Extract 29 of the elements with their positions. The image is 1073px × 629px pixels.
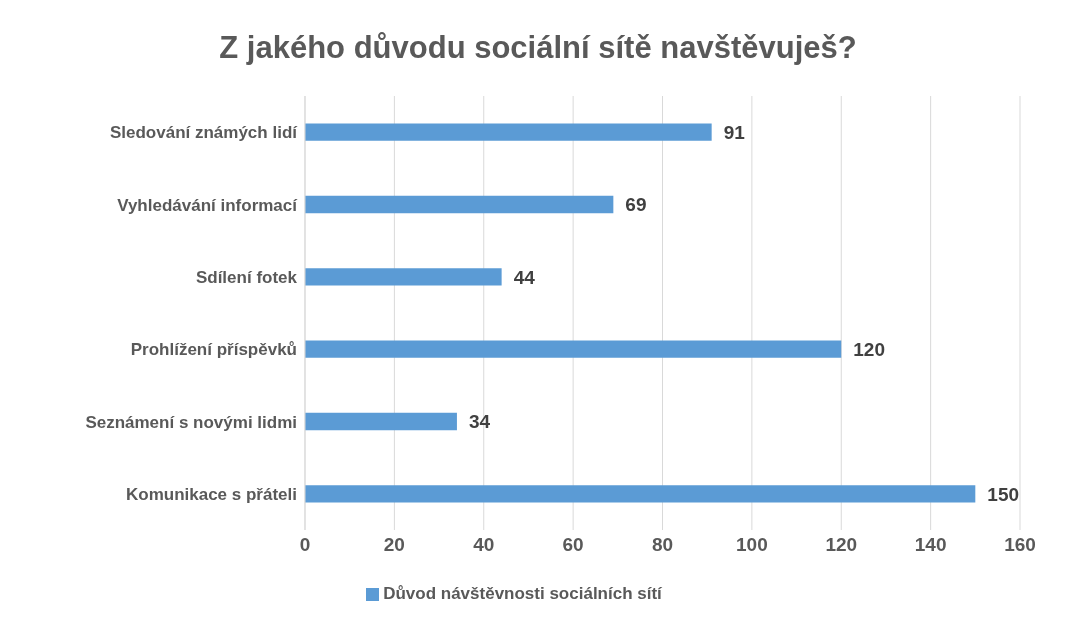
y-tick-label: Prohlížení příspěvků: [130, 340, 297, 360]
y-tick-label: Komunikace s přáteli: [125, 484, 297, 504]
x-tick-label: 0: [299, 534, 311, 556]
x-tick-label: 160: [1004, 534, 1036, 556]
data-label: 120: [853, 338, 885, 360]
bar: [305, 412, 457, 431]
bar: [305, 268, 502, 286]
y-tick-label: Sledování známých lidí: [109, 123, 299, 143]
x-tick-label: 140: [914, 534, 947, 556]
x-tick-label: 20: [383, 534, 405, 556]
data-label: 34: [468, 411, 491, 433]
data-label: 69: [625, 194, 647, 216]
x-tick-label: 60: [562, 534, 584, 556]
legend-label: Důvod návštěvnosti sociálních sítí: [383, 584, 662, 603]
bar: [305, 195, 614, 214]
x-tick-label: 80: [651, 534, 674, 556]
data-label: 44: [513, 266, 536, 288]
bar: [305, 123, 712, 141]
x-tick-label: 120: [825, 534, 858, 556]
data-label: 150: [987, 483, 1020, 505]
x-tick-label: 40: [473, 534, 495, 556]
y-tick-label: Sdílení fotek: [195, 267, 298, 287]
y-tick-label: Seznámení s novými lidmi: [85, 412, 297, 432]
bar: [305, 340, 842, 358]
data-label: 91: [723, 121, 746, 143]
bar: [305, 485, 976, 503]
y-tick-label: Vyhledávání informací: [117, 195, 299, 215]
x-tick-label: 100: [736, 534, 768, 556]
chart-title: Z jakého důvodu sociální sítě navštěvuješ?: [218, 29, 858, 67]
